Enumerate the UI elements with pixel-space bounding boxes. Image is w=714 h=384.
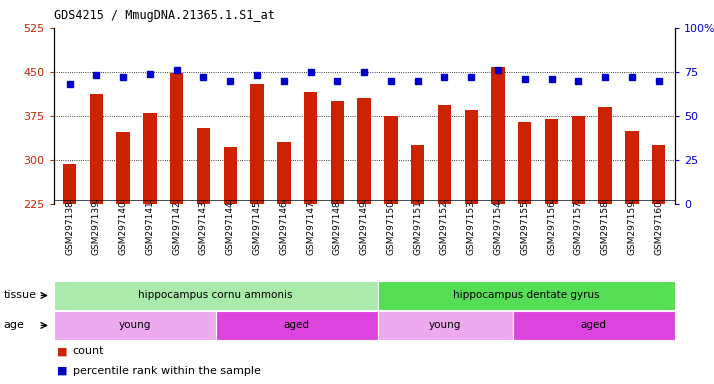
Bar (513, 311, 675, 340)
Text: GSM297146: GSM297146 (279, 200, 288, 255)
Bar (378, 281, 675, 310)
Bar (223, 147, 237, 204)
Bar (251, 84, 263, 204)
Bar (545, 119, 558, 204)
Text: GSM297141: GSM297141 (146, 200, 154, 255)
Text: GSM297158: GSM297158 (600, 200, 610, 255)
Text: GSM297159: GSM297159 (628, 200, 636, 255)
Bar (54, 281, 378, 310)
Text: GDS4215 / MmugDNA.21365.1.S1_at: GDS4215 / MmugDNA.21365.1.S1_at (54, 9, 274, 22)
Bar (63, 164, 76, 204)
Text: GSM297152: GSM297152 (440, 200, 449, 255)
Text: ■: ■ (57, 346, 71, 356)
Text: GSM297154: GSM297154 (493, 200, 503, 255)
Bar (277, 142, 291, 204)
Text: GSM297145: GSM297145 (253, 200, 261, 255)
Text: count: count (73, 346, 104, 356)
Text: young: young (429, 320, 461, 331)
Bar (144, 113, 156, 204)
Bar (304, 93, 317, 204)
Text: GSM297138: GSM297138 (65, 200, 74, 255)
Text: GSM297150: GSM297150 (386, 200, 396, 255)
Text: tissue: tissue (4, 290, 36, 301)
Bar (197, 128, 210, 204)
Bar (54, 311, 216, 340)
Text: GSM297147: GSM297147 (306, 200, 315, 255)
Bar (378, 311, 513, 340)
Text: GSM297153: GSM297153 (467, 200, 476, 255)
Text: GSM297155: GSM297155 (521, 200, 529, 255)
Text: GSM297143: GSM297143 (199, 200, 208, 255)
Bar (384, 116, 398, 204)
Text: GSM297139: GSM297139 (92, 200, 101, 255)
Text: young: young (119, 320, 151, 331)
Bar (465, 110, 478, 204)
Text: GSM297148: GSM297148 (333, 200, 342, 255)
Bar (518, 122, 531, 204)
Text: GSM297157: GSM297157 (574, 200, 583, 255)
Text: GSM297151: GSM297151 (413, 200, 422, 255)
Bar (438, 105, 451, 204)
Bar (598, 107, 612, 204)
Text: GSM297142: GSM297142 (172, 200, 181, 255)
Bar (331, 101, 344, 204)
Bar (358, 98, 371, 204)
Text: aged: aged (580, 320, 607, 331)
Bar (652, 146, 665, 204)
Text: percentile rank within the sample: percentile rank within the sample (73, 366, 261, 376)
Text: GSM297144: GSM297144 (226, 200, 235, 255)
Text: GSM297149: GSM297149 (360, 200, 368, 255)
Text: GSM297140: GSM297140 (119, 200, 128, 255)
Bar (625, 131, 638, 204)
Text: GSM297160: GSM297160 (654, 200, 663, 255)
Bar (170, 73, 183, 204)
Bar (216, 311, 378, 340)
Bar (491, 67, 505, 204)
Text: GSM297156: GSM297156 (547, 200, 556, 255)
Bar (572, 116, 585, 204)
Text: ■: ■ (57, 366, 71, 376)
Bar (411, 146, 424, 204)
Text: hippocampus cornu ammonis: hippocampus cornu ammonis (139, 290, 293, 301)
Text: hippocampus dentate gyrus: hippocampus dentate gyrus (453, 290, 600, 301)
Text: aged: aged (283, 320, 310, 331)
Text: age: age (4, 320, 24, 331)
Bar (90, 94, 103, 204)
Bar (116, 132, 130, 204)
